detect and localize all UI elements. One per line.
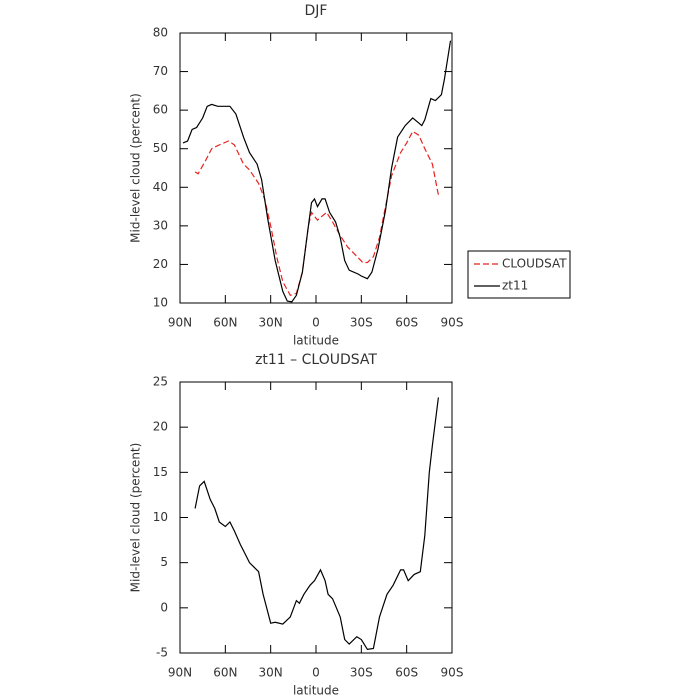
y-tick-label: 60 <box>153 103 168 117</box>
y-axis-label: Mid-level cloud (percent) <box>129 443 143 593</box>
x-axis-label: latitude <box>293 684 339 698</box>
x-tick-label: 60S <box>395 666 418 680</box>
x-tick-label: 60S <box>395 316 418 330</box>
series-line <box>194 130 439 297</box>
x-tick-label: 90N <box>168 316 192 330</box>
x-tick-label: 90N <box>168 666 192 680</box>
y-tick-label: 10 <box>153 510 168 524</box>
chart-title: zt11 – CLOUDSAT <box>255 352 377 368</box>
y-tick-label: 40 <box>153 180 168 194</box>
chart-title: DJF <box>305 3 328 19</box>
x-tick-label: 90S <box>441 316 464 330</box>
series-line <box>182 40 452 303</box>
x-tick-label: 30S <box>350 316 373 330</box>
x-tick-label: 90S <box>441 666 464 680</box>
y-tick-label: 80 <box>153 26 168 40</box>
x-tick-label: 30S <box>350 666 373 680</box>
y-tick-label: 20 <box>153 420 168 434</box>
y-tick-label: 50 <box>153 141 168 155</box>
x-tick-label: 0 <box>312 666 320 680</box>
x-tick-label: 30N <box>259 666 283 680</box>
y-tick-label: 5 <box>160 555 168 569</box>
y-tick-label: 15 <box>153 465 168 479</box>
y-tick-label: 30 <box>153 218 168 232</box>
legend-box <box>467 250 571 299</box>
x-tick-label: 60N <box>213 666 237 680</box>
series-line <box>194 397 439 651</box>
x-tick-label: 30N <box>259 316 283 330</box>
x-tick-label: 60N <box>213 316 237 330</box>
y-tick-label: -5 <box>156 646 168 660</box>
y-tick-label: 25 <box>153 375 168 389</box>
y-tick-label: 0 <box>160 600 168 614</box>
legend-label: zt11 <box>502 279 528 293</box>
legend: CLOUDSAT zt11 <box>467 250 571 299</box>
y-tick-label: 10 <box>153 296 168 310</box>
x-axis-label: latitude <box>293 334 339 348</box>
y-tick-label: 70 <box>153 64 168 78</box>
y-tick-label: 20 <box>153 257 168 271</box>
plot-frame <box>179 32 453 304</box>
x-tick-label: 0 <box>312 316 320 330</box>
legend-label: CLOUDSAT <box>502 257 567 271</box>
y-axis-label: Mid-level cloud (percent) <box>129 93 143 243</box>
plot-frame <box>179 381 453 654</box>
